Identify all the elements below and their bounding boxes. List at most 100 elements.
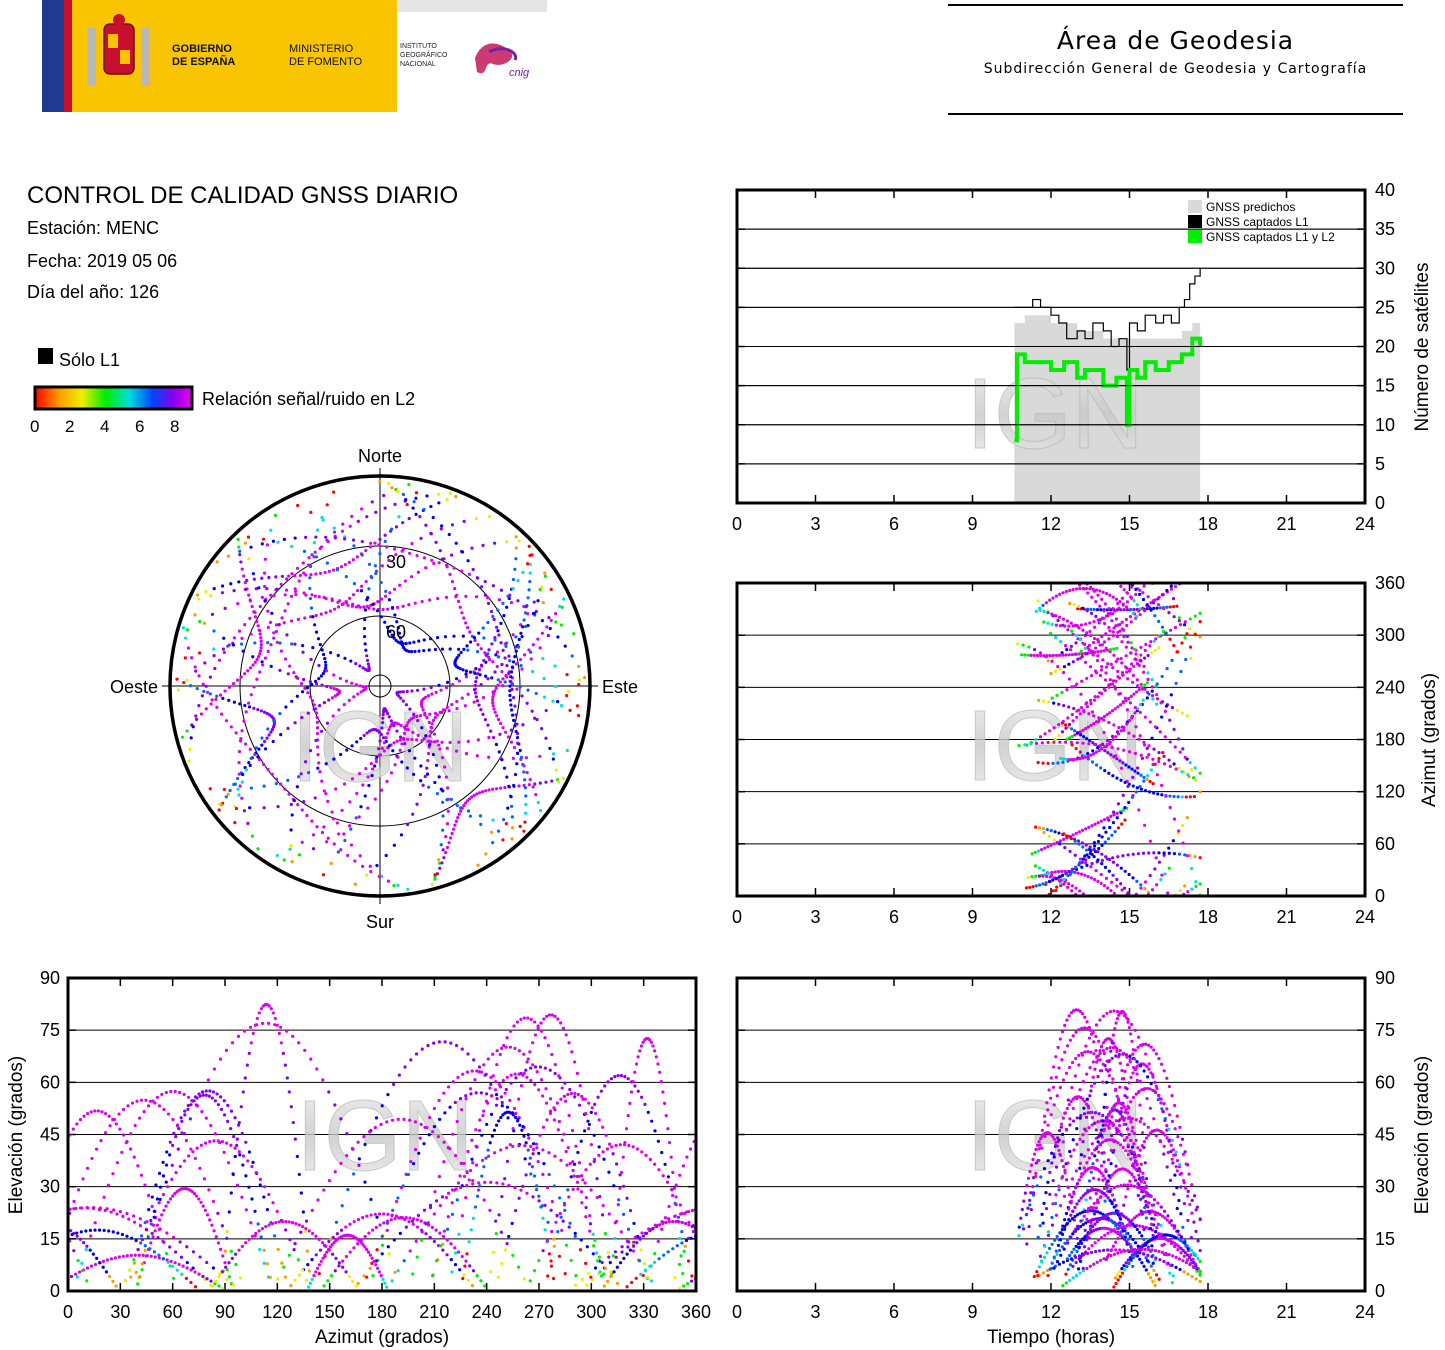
track-point [208,1140,212,1144]
track-point [639,1248,643,1252]
track-point [489,609,494,614]
track-point [690,1274,694,1278]
track-point [1042,609,1046,613]
track-point [274,781,278,786]
track-point [300,808,304,812]
track-point [516,1265,521,1269]
track-point [347,698,351,702]
track-point [72,1207,76,1211]
track-point [572,1174,576,1178]
track-point [322,825,326,829]
track-point [1110,880,1114,884]
track-point [262,1185,267,1189]
track-point [290,572,294,576]
track-point [1091,653,1095,657]
track-point [531,1063,535,1067]
satellite-track [68,1098,695,1291]
track-point [1102,609,1106,613]
track-point [450,553,454,557]
track-point [259,646,263,650]
track-point [1101,658,1105,662]
track-point [240,1195,244,1199]
track-point [662,1101,667,1105]
track-point [316,745,320,749]
track-point [1144,1256,1148,1260]
track-point [231,1172,235,1177]
x-tick-label: 15 [1119,907,1139,927]
track-point [549,1264,554,1268]
track-point [227,1275,231,1279]
track-point [522,770,526,774]
track-point [1020,1207,1024,1212]
track-point [473,638,477,643]
sky-track [419,560,552,892]
track-point [1092,607,1096,612]
track-point [272,594,276,598]
track-point [1145,696,1149,700]
track-point [1062,832,1066,836]
track-point [507,671,511,676]
track-point [472,636,477,640]
track-point [671,1170,675,1175]
track-point [428,734,432,738]
track-point [1055,885,1059,889]
track-point [1034,609,1038,613]
track-point [1125,608,1129,612]
track-point [1155,606,1159,610]
track-point [171,1194,175,1198]
track-point [1152,791,1156,795]
elev-az-plot-area: IGN [68,1002,696,1291]
sky-west-label: Oeste [110,677,158,697]
track-point [536,1024,540,1028]
track-point [1046,1123,1050,1127]
track-point [164,1090,168,1095]
track-point [272,636,276,640]
track-point [1090,710,1095,714]
track-point [498,680,502,684]
sky-north-label: Norte [358,446,402,466]
track-point [389,1218,393,1222]
track-point [475,1069,479,1073]
track-point [1150,685,1154,689]
track-point [1110,1080,1115,1085]
track-point [508,698,512,702]
track-point [260,576,264,580]
track-point [1056,664,1060,669]
track-point [619,1230,623,1234]
track-point [80,1261,84,1265]
track-point [1090,861,1094,866]
track-point [195,1104,200,1108]
track-point [628,1248,632,1252]
track-point [1094,599,1098,604]
track-point [1078,757,1082,761]
track-point [361,666,365,670]
x-tick-label: 210 [419,1302,449,1322]
track-point [220,712,224,716]
track-point [536,800,540,805]
track-point [304,1226,308,1231]
track-point [551,699,555,703]
sky-track [282,497,590,719]
track-point [587,1127,591,1131]
track-point [355,740,359,744]
track-point [475,699,480,703]
track-point [406,728,410,732]
track-point [136,1164,140,1168]
track-point [1026,653,1030,657]
track-point [487,515,491,519]
track-point [289,844,293,848]
track-point [1067,882,1071,886]
track-point [468,1168,473,1173]
track-point [517,1196,521,1200]
track-point [367,1130,372,1134]
track-point [378,739,382,743]
track-point [135,1099,139,1103]
track-point [1136,654,1140,658]
track-point [678,1203,682,1207]
track-point [557,1074,561,1078]
track-point [518,657,523,662]
track-point [253,615,257,619]
track-point [1153,614,1157,618]
track-point [1089,674,1094,678]
